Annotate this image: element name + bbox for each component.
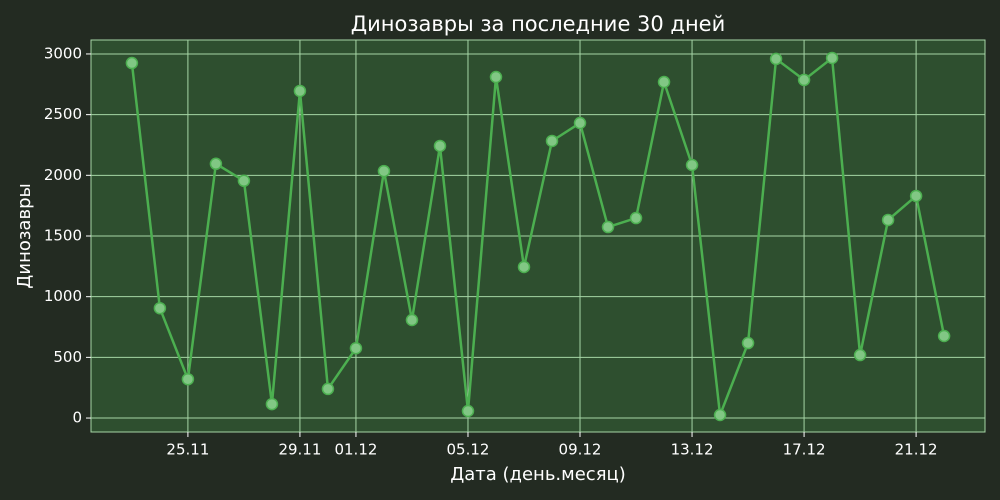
x-tick-label: 09.12 (559, 441, 602, 459)
marker (909, 189, 923, 203)
marker (209, 157, 223, 171)
marker (377, 164, 391, 178)
marker (797, 73, 811, 87)
y-tick-label: 2000 (44, 166, 82, 184)
marker (881, 213, 895, 227)
x-tick-label: 21.12 (895, 441, 938, 459)
marker (937, 329, 951, 343)
marker (153, 301, 167, 315)
x-tick-label: 29.11 (278, 441, 321, 459)
x-tick-label: 25.11 (166, 441, 209, 459)
marker (741, 336, 755, 350)
y-tick-label: 0 (72, 409, 82, 427)
marker (545, 134, 559, 148)
marker (405, 313, 419, 327)
marker (181, 372, 195, 386)
marker (713, 408, 727, 422)
x-axis-label: Дата (день.месяц) (450, 464, 626, 485)
y-tick-label: 1000 (44, 287, 82, 305)
marker (237, 174, 251, 188)
marker (265, 397, 279, 411)
marker (853, 348, 867, 362)
marker (125, 56, 139, 70)
marker (489, 70, 503, 84)
y-tick-label: 3000 (44, 44, 82, 62)
y-tick-label: 500 (53, 348, 82, 366)
marker (629, 211, 643, 225)
x-tick-label: 17.12 (783, 441, 826, 459)
marker (293, 84, 307, 98)
marker (601, 220, 615, 234)
marker (657, 75, 671, 89)
marker (461, 404, 475, 418)
y-tick-label: 1500 (44, 227, 82, 245)
y-axis-label: Динозавры (14, 183, 35, 288)
marker (685, 158, 699, 172)
x-tick-label: 01.12 (334, 441, 377, 459)
marker (433, 139, 447, 153)
marker (825, 51, 839, 65)
x-tick-label: 05.12 (447, 441, 490, 459)
marker (321, 382, 335, 396)
y-tick-label: 2500 (44, 105, 82, 123)
marker (349, 342, 363, 355)
marker (769, 52, 783, 66)
x-tick-label: 13.12 (671, 441, 714, 459)
chart-title: Динозавры за последние 30 дней (351, 12, 726, 36)
marker (573, 116, 587, 130)
marker (517, 260, 531, 274)
